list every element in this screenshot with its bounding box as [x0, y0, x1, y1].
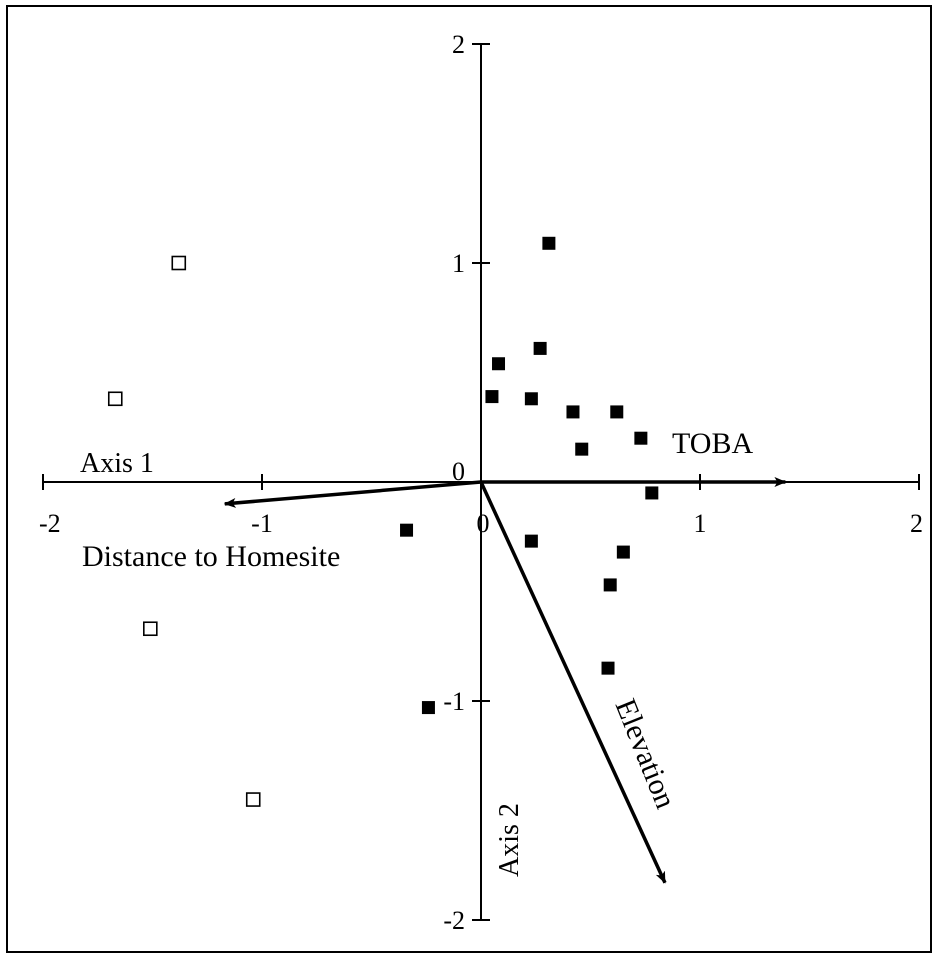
- vector-arrow: [479, 481, 667, 884]
- filled-square-point: [566, 405, 580, 419]
- x-tick-label: -1: [251, 509, 273, 538]
- y-axis-title: Axis 2: [494, 803, 525, 877]
- filled-square-point: [533, 341, 547, 355]
- filled-square-point: [601, 661, 615, 675]
- x-tick-label: 2: [910, 509, 923, 538]
- filled-square-point: [616, 545, 630, 559]
- y-tick-label: -2: [443, 906, 465, 935]
- tick-labels: -2 -1 0 1 2 2 1 0 -1 -2: [39, 30, 923, 935]
- vector-label: Elevation: [609, 694, 683, 813]
- filled-square-point: [485, 390, 499, 404]
- vector-arrow: [223, 480, 482, 508]
- axis-titles: Axis 1 Axis 2: [80, 448, 525, 877]
- filled-square-point: [610, 405, 624, 419]
- vector-label: TOBA: [672, 427, 753, 460]
- open-square-point: [107, 391, 123, 407]
- filled-square-point: [524, 392, 538, 406]
- open-square-point: [143, 621, 158, 637]
- x-tick-label: 0: [477, 509, 490, 538]
- open-square-point: [245, 792, 261, 807]
- filled-square-point: [575, 442, 589, 456]
- vector-label: Distance to Homesite: [82, 540, 340, 573]
- filled-square-point: [421, 701, 435, 715]
- filled-square-point: [603, 578, 617, 592]
- chart-border: [6, 5, 932, 953]
- environmental-vectors: TOBA Distance to Homesite Elevation: [82, 427, 787, 884]
- y-tick-label: 1: [452, 249, 465, 278]
- x-axis-title: Axis 1: [80, 448, 154, 479]
- filled-square-point: [400, 523, 414, 537]
- x-tick-label: 1: [694, 509, 707, 538]
- filled-square-point: [492, 357, 506, 371]
- x-tick-label: -2: [39, 509, 61, 538]
- y-tick-label: -1: [443, 687, 465, 716]
- y-tick-label: 0: [452, 457, 465, 486]
- filled-square-point: [524, 534, 538, 548]
- open-square-point: [171, 255, 187, 271]
- sample-points: [107, 236, 659, 807]
- filled-square-point: [634, 431, 648, 445]
- y-tick-label: 2: [452, 30, 465, 59]
- filled-square-point: [645, 486, 659, 500]
- filled-square-point: [542, 236, 556, 250]
